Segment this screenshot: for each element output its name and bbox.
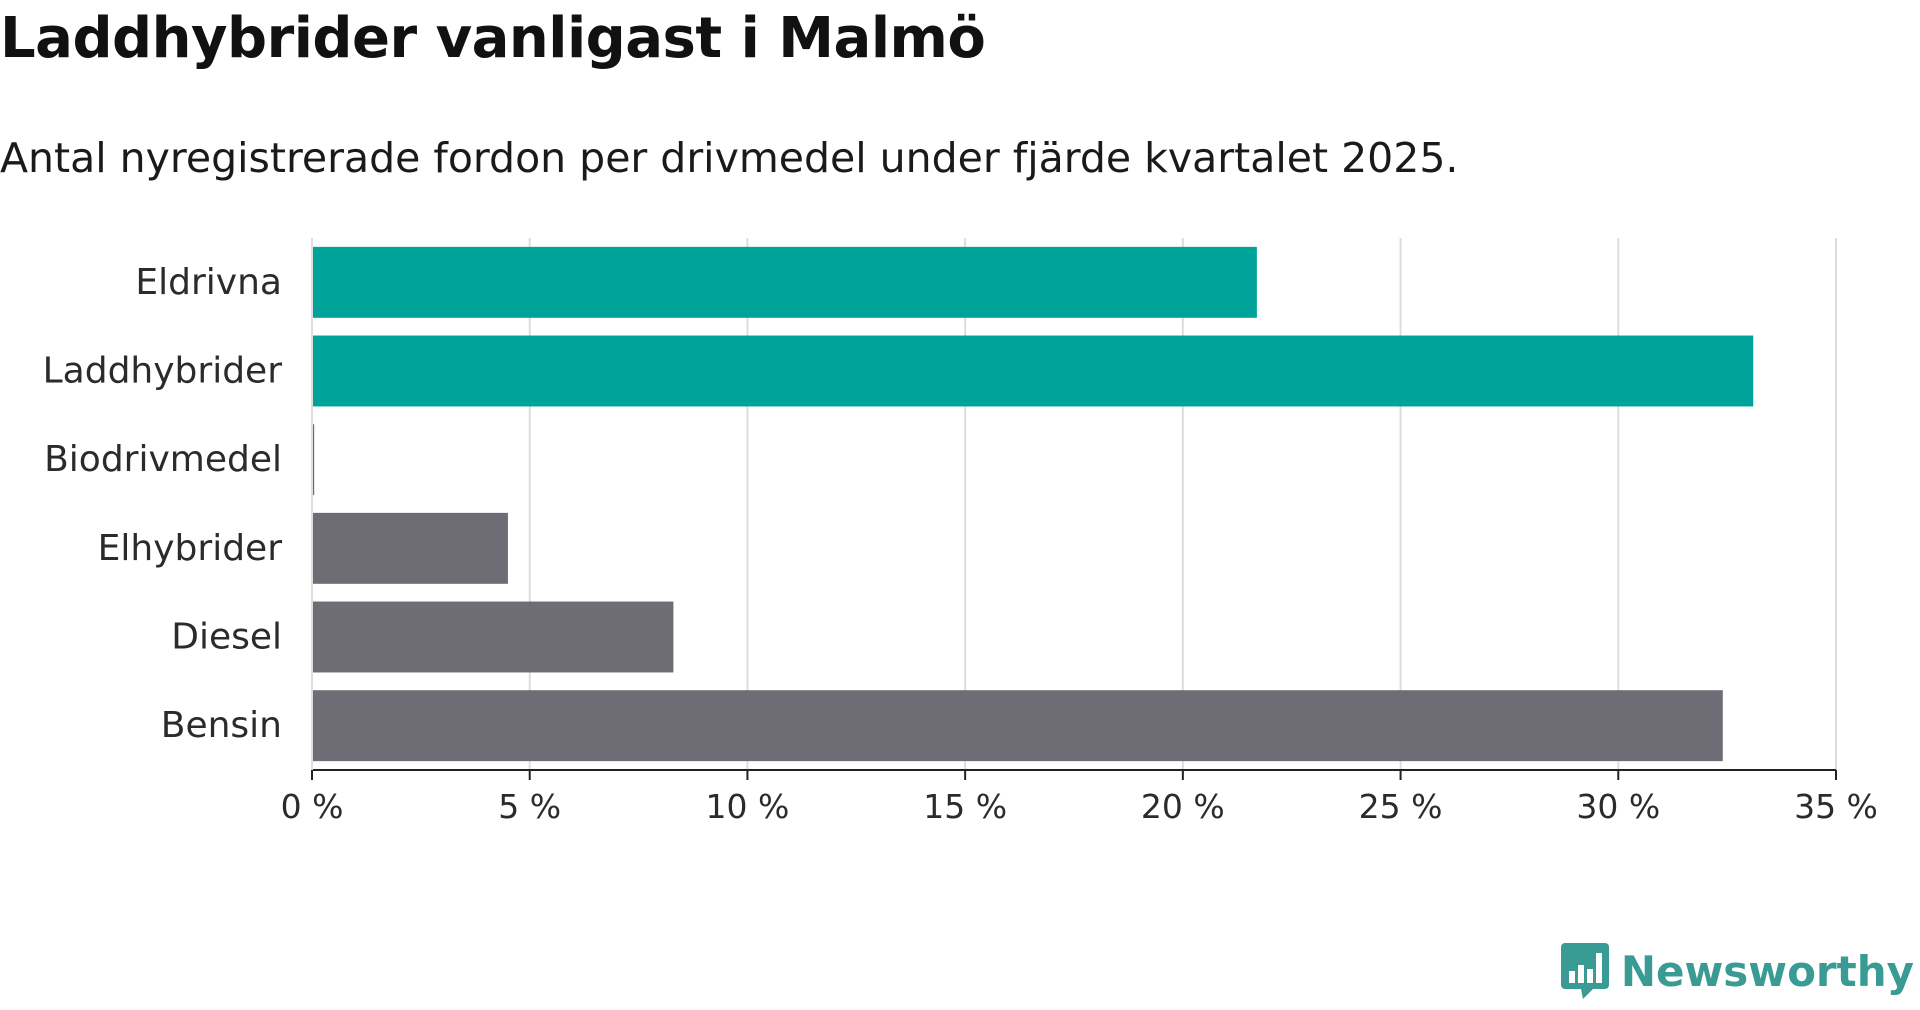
bars: [312, 246, 1754, 762]
bar-diesel: [312, 601, 674, 673]
bar-bensin: [312, 690, 1723, 762]
x-tick-label: 0 %: [281, 787, 344, 826]
x-axis: 0 % 5 % 10 % 15 % 20 % 25 % 30 % 35 %: [281, 238, 1878, 826]
x-tick-label: 5 %: [498, 787, 561, 826]
bar-elhybrider: [312, 512, 508, 584]
chart-subtitle: Antal nyregistrerade fordon per drivmede…: [0, 134, 1459, 182]
chart-title: Laddhybrider vanligast i Malmö: [0, 6, 986, 71]
newsworthy-logo: Newsworthy: [1559, 938, 1914, 1004]
bar-laddhybrider: [312, 335, 1754, 407]
x-tick-label: 20 %: [1141, 787, 1225, 826]
category-label: Diesel: [171, 617, 282, 658]
brand-name: Newsworthy: [1620, 946, 1914, 996]
bar-biodrivmedel: [312, 424, 315, 496]
x-tick-label: 10 %: [706, 787, 790, 826]
gridlines: [528, 238, 1837, 770]
x-tick-label: 15 %: [923, 787, 1007, 826]
category-label: Laddhybrider: [43, 351, 283, 392]
category-label: Bensin: [161, 705, 282, 746]
category-label: Eldrivna: [135, 262, 282, 303]
x-tick-label: 30 %: [1576, 787, 1660, 826]
category-label: Elhybrider: [98, 528, 283, 569]
x-tick-label: 25 %: [1359, 787, 1443, 826]
newsworthy-logo-icon: [1560, 943, 1609, 999]
category-label: Biodrivmedel: [44, 439, 282, 480]
category-labels: Eldrivna Laddhybrider Biodrivmedel Elhybrid…: [43, 262, 283, 746]
bar-eldrivna: [312, 246, 1257, 318]
x-tick-label: 35 %: [1794, 787, 1878, 826]
